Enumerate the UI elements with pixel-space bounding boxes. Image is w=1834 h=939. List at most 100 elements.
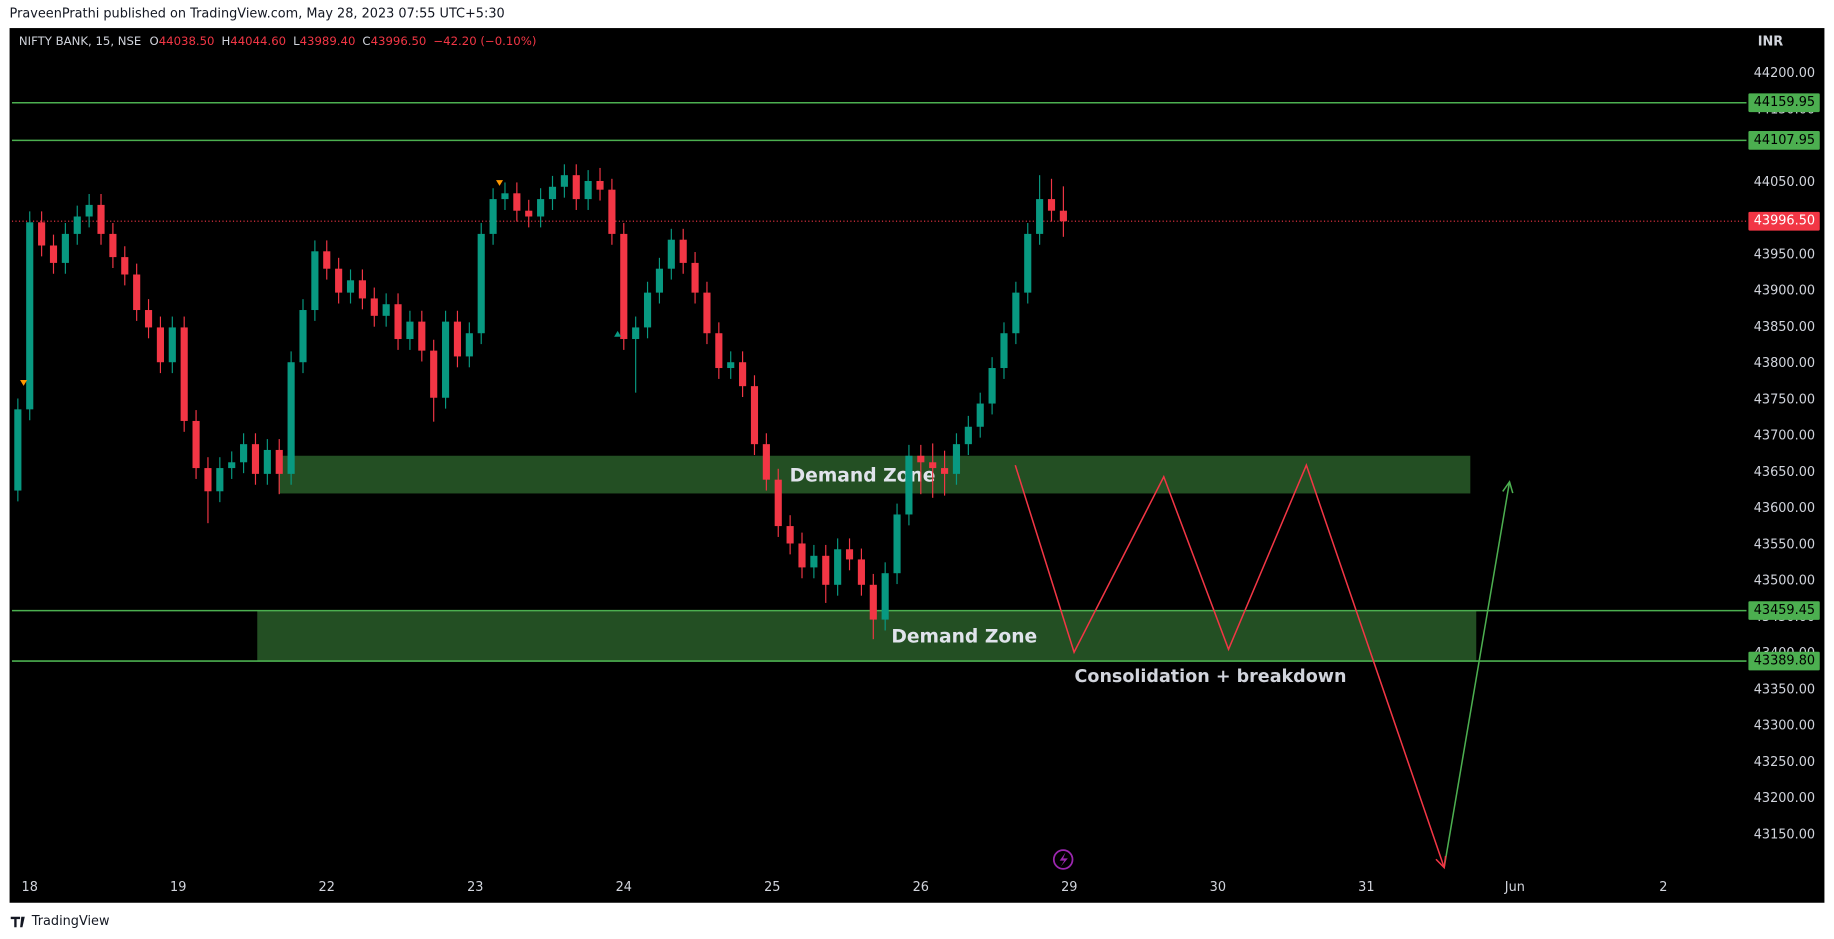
zone-label: Demand Zone: [891, 626, 1037, 647]
candle-body: [810, 555, 818, 568]
candle-body: [869, 584, 877, 620]
candle-body: [489, 199, 497, 234]
candle-body: [976, 403, 984, 427]
candle-body: [418, 321, 426, 351]
level-price-box: [1748, 601, 1820, 620]
candle-body: [560, 175, 568, 187]
price-axis: 44200.0044150.0044100.0044050.0044000.00…: [22, 66, 1820, 895]
candle-body: [228, 462, 236, 469]
level-price-label: 43389.80: [1754, 654, 1815, 669]
y-tick-label: 44200.00: [1754, 66, 1815, 81]
projection-line: [1014, 463, 1445, 868]
last-price-label: 43996.50: [1754, 214, 1815, 229]
candle-body: [988, 368, 996, 404]
x-tick-label: 31: [1358, 880, 1374, 895]
candle-body: [893, 514, 901, 574]
candle-body: [620, 233, 628, 340]
y-tick-label: 43600.00: [1754, 501, 1815, 516]
candle-body: [133, 274, 141, 311]
candle-body: [525, 210, 533, 217]
candle-body: [917, 455, 925, 463]
candle-body: [251, 444, 260, 474]
candle-body: [38, 222, 46, 246]
candle-body: [394, 304, 402, 340]
candle-body: [679, 239, 687, 263]
candle-body: [608, 189, 616, 234]
legend-key: L: [293, 33, 300, 47]
annotation: Consolidation + breakdown: [1075, 667, 1347, 687]
legend-value: 44044.60: [230, 33, 286, 47]
candle-body: [442, 321, 450, 398]
y-tick-label: 43900.00: [1754, 284, 1815, 299]
plot-area: Demand Zone Demand Zone Consolidation + br…: [11, 101, 1747, 870]
candle-body: [727, 362, 735, 369]
candle-body: [85, 204, 93, 217]
event-icon[interactable]: [1052, 849, 1074, 870]
candle-body: [1000, 333, 1008, 369]
candle-body: [750, 386, 759, 445]
legend-value: 43996.50: [371, 33, 427, 47]
x-tick-label: 24: [616, 880, 632, 895]
candle-body: [121, 257, 129, 275]
candle-body: [180, 327, 188, 421]
event-icon-bolt: [1059, 852, 1068, 867]
candle-body: [430, 350, 438, 398]
candle-body: [168, 327, 176, 363]
candle-body: [798, 543, 806, 568]
candle-body: [834, 549, 842, 585]
candle-body: [204, 468, 212, 492]
candle-body: [845, 549, 854, 560]
candle-body: [26, 222, 34, 410]
candle-body: [881, 573, 889, 620]
marker-icons: [10, 180, 1074, 928]
x-tick-label: 18: [22, 880, 38, 895]
x-tick-label: 19: [170, 880, 186, 895]
x-tick-label: 22: [319, 880, 335, 895]
x-tick-label: 30: [1210, 880, 1226, 895]
candle-body: [632, 327, 640, 340]
demand-zone: [278, 455, 1471, 494]
candle-body: [97, 204, 105, 234]
arrowhead: [1435, 855, 1447, 870]
y-tick-label: 43250.00: [1754, 755, 1815, 770]
demand-zone: [257, 610, 1477, 662]
candle-body: [311, 251, 319, 311]
candle-body: [513, 193, 521, 211]
candle-body: [739, 362, 747, 387]
candle-body: [952, 444, 961, 474]
candle-body: [109, 233, 117, 258]
arrowhead: [1502, 480, 1514, 494]
y-tick-label: 43350.00: [1754, 682, 1815, 697]
legend-symbol: NIFTY BANK, 15, NSE: [19, 33, 141, 47]
x-tick-label: 29: [1061, 880, 1077, 895]
candle-body: [216, 468, 224, 492]
candle-body: [370, 298, 378, 316]
legend-key: C: [362, 33, 370, 47]
candle-body: [323, 251, 331, 269]
candle-body: [691, 262, 699, 293]
x-tick-label: 2: [1659, 880, 1667, 895]
candle-body: [49, 245, 58, 263]
candle-body: [192, 420, 200, 469]
x-tick-label: 23: [467, 880, 483, 895]
candle-body: [786, 526, 794, 544]
y-tick-label: 43700.00: [1754, 429, 1815, 444]
candle-body: [655, 268, 663, 293]
candle-body: [964, 426, 972, 445]
candle-body: [406, 321, 414, 340]
candle-body: [1059, 210, 1067, 222]
candle-body: [287, 362, 295, 474]
level-price-box: [1748, 131, 1820, 150]
candle-body: [346, 280, 355, 293]
x-tick-label: 25: [764, 880, 780, 895]
candle-body: [382, 304, 390, 316]
candle-body: [1047, 199, 1056, 211]
y-tick-label: 44050.00: [1754, 175, 1815, 190]
byline: PraveenPrathi published on TradingView.c…: [10, 7, 505, 22]
candle-body: [299, 310, 307, 363]
candle-body: [275, 449, 283, 474]
level-price-label: 44159.95: [1754, 95, 1815, 110]
candle-body: [335, 268, 343, 293]
